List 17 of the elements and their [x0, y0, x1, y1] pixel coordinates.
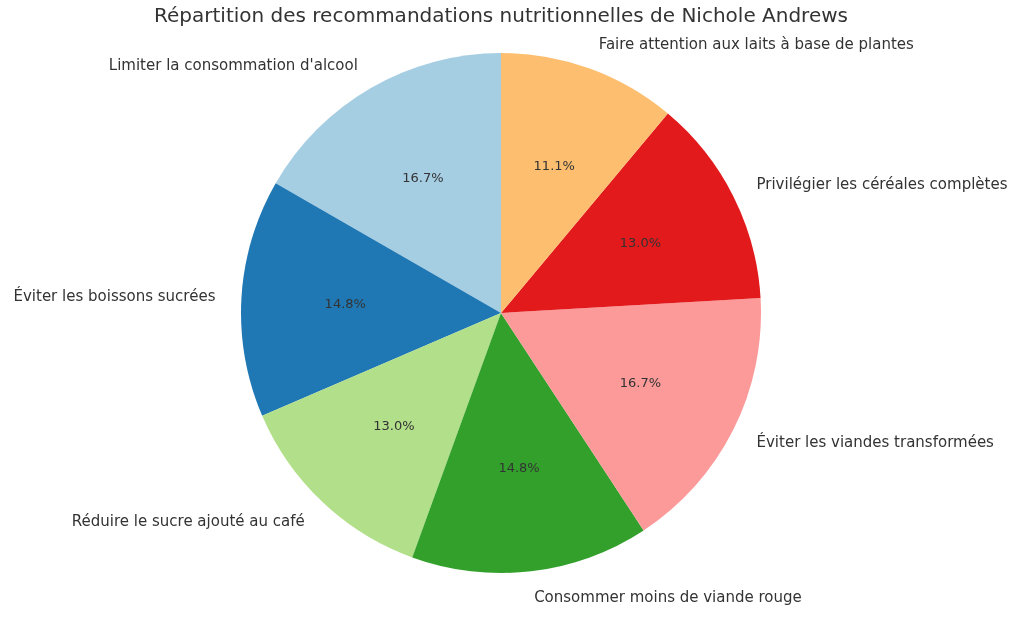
data-label: 13.0%: [619, 234, 662, 250]
slice-label: Éviter les viandes transformées: [756, 431, 995, 451]
slice-label: Faire attention aux laits à base de plantes: [598, 35, 915, 54]
pie-slice: [241, 183, 501, 416]
data-label: 16.7%: [402, 169, 444, 185]
data-label: 11.1%: [533, 158, 575, 174]
data-label: 14.8%: [324, 295, 366, 311]
data-label: 13.0%: [373, 418, 415, 434]
slice-label: Réduire le sucre ajouté au café: [71, 512, 305, 531]
slice-label: Limiter la consommation d'alcool: [108, 56, 358, 75]
data-label: 14.8%: [498, 459, 540, 475]
slice-label: Éviter les boissons sucrées: [13, 286, 216, 306]
data-label: 16.7%: [619, 375, 662, 391]
pie-slice: [501, 53, 668, 313]
slice-label: Consommer moins de viande rouge: [534, 588, 802, 607]
chart-title: Répartition des recommandations nutritionnelles de Nichole Andrews: [154, 3, 848, 27]
slice-label: Privilégier les céréales complètes: [756, 175, 1008, 194]
